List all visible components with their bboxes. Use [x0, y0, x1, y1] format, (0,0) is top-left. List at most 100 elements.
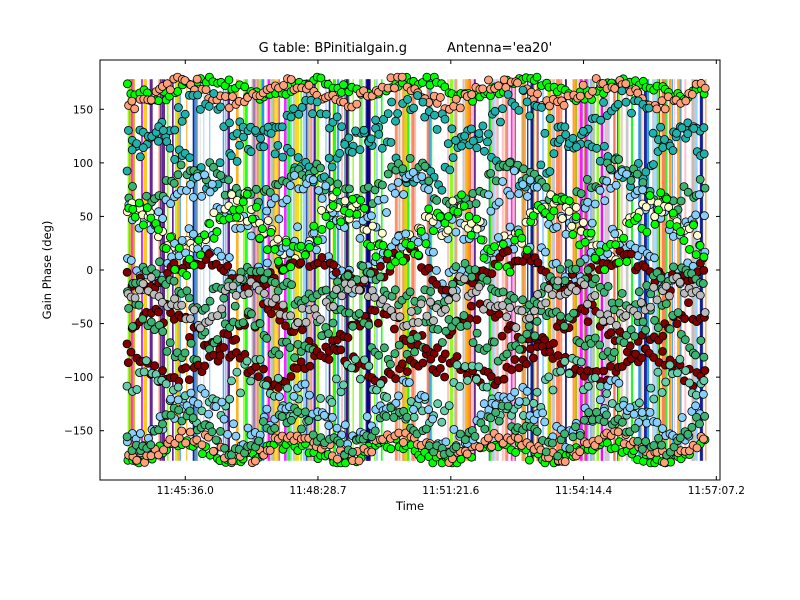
- data-point: [155, 257, 164, 267]
- data-point: [482, 343, 492, 353]
- data-point: [483, 129, 493, 139]
- data-point: [173, 395, 183, 405]
- data-point: [660, 458, 669, 468]
- data-point: [308, 430, 318, 440]
- data-point: [217, 397, 227, 407]
- data-point: [271, 293, 281, 303]
- data-point: [232, 156, 242, 166]
- data-point: [505, 303, 515, 313]
- data-point: [135, 429, 145, 438]
- data-point: [332, 112, 342, 122]
- data-point: [420, 161, 430, 171]
- data-point: [665, 360, 675, 370]
- data-point: [613, 99, 623, 109]
- data-point: [656, 188, 666, 198]
- data-point: [552, 222, 562, 232]
- data-point: [641, 202, 651, 212]
- data-point: [413, 91, 423, 100]
- data-point: [645, 407, 655, 417]
- data-point: [668, 146, 678, 155]
- data-point: [181, 363, 191, 373]
- data-point: [174, 243, 184, 253]
- data-point: [316, 73, 326, 83]
- data-point: [600, 141, 609, 151]
- data-point: [515, 344, 524, 354]
- data-point: [142, 191, 151, 201]
- data-point: [548, 385, 558, 395]
- data-point: [383, 249, 393, 259]
- data-point: [600, 196, 610, 206]
- data-point: [675, 354, 685, 364]
- data-point: [626, 249, 636, 259]
- data-point: [441, 326, 451, 336]
- data-point: [689, 220, 698, 230]
- data-point: [235, 140, 245, 150]
- data-point: [209, 89, 219, 98]
- data-point: [695, 241, 705, 250]
- data-point: [402, 412, 412, 422]
- data-point: [273, 256, 283, 266]
- data-point: [344, 208, 354, 218]
- data-point: [451, 94, 461, 104]
- data-point: [337, 291, 347, 301]
- data-point: [424, 405, 434, 415]
- data-point: [127, 96, 137, 106]
- data-point: [614, 298, 624, 308]
- data-point: [541, 182, 551, 192]
- data-point: [522, 97, 532, 107]
- data-point: [479, 253, 489, 263]
- data-point: [568, 230, 578, 239]
- data-point: [583, 317, 593, 327]
- data-point: [662, 194, 671, 204]
- data-point: [532, 427, 542, 436]
- y-axis-label: Gain Phase (deg): [40, 221, 54, 320]
- data-point: [281, 321, 290, 331]
- data-point: [332, 423, 342, 433]
- data-point: [633, 436, 643, 446]
- data-point: [134, 198, 144, 208]
- data-point: [286, 371, 296, 381]
- data-point: [328, 318, 338, 328]
- data-point: [386, 137, 396, 147]
- data-point: [332, 285, 341, 294]
- data-point: [603, 281, 613, 291]
- data-point: [466, 230, 476, 240]
- data-point: [286, 415, 296, 425]
- data-point: [610, 84, 620, 93]
- data-point: [638, 317, 648, 327]
- data-point: [476, 235, 486, 245]
- data-point: [478, 84, 488, 94]
- data-point: [274, 214, 284, 224]
- data-point: [207, 427, 217, 437]
- data-point: [153, 136, 163, 146]
- data-point: [484, 75, 493, 85]
- data-point: [154, 307, 163, 317]
- data-point: [386, 403, 396, 413]
- data-point: [359, 275, 369, 285]
- data-point: [126, 255, 136, 265]
- data-point: [592, 143, 602, 153]
- data-point: [571, 212, 581, 222]
- data-point: [364, 320, 374, 330]
- data-point: [316, 163, 325, 173]
- data-point: [437, 338, 447, 347]
- data-point: [296, 258, 306, 268]
- data-point: [699, 376, 709, 386]
- data-point: [421, 239, 431, 249]
- data-point: [122, 339, 132, 349]
- data-point: [219, 414, 229, 424]
- data-point: [676, 227, 685, 237]
- data-point: [281, 237, 291, 247]
- data-point: [186, 388, 196, 398]
- data-point: [432, 195, 442, 205]
- data-point: [150, 361, 160, 371]
- data-point: [656, 273, 666, 283]
- data-point: [354, 309, 364, 318]
- data-point: [130, 212, 140, 222]
- data-point: [146, 440, 156, 450]
- data-point: [582, 174, 592, 184]
- data-point: [252, 202, 261, 212]
- data-point: [418, 358, 428, 368]
- data-point: [498, 301, 508, 310]
- data-point: [514, 363, 524, 373]
